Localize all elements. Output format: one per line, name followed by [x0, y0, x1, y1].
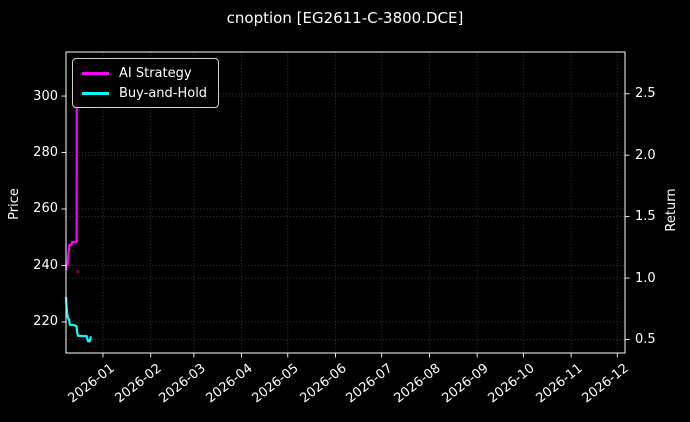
series-line-buy-and-hold: [64, 297, 92, 343]
legend-label: Buy-and-Hold: [119, 85, 208, 101]
legend-item-ai-strategy: AI Strategy: [82, 63, 207, 83]
chart-title: cnoption [EG2611-C-3800.DCE]: [226, 9, 464, 27]
plot-border: [65, 51, 626, 354]
ai-strategy-line-swatch: [82, 71, 109, 75]
legend-label: AI Strategy: [119, 65, 192, 81]
legend-item-buy-and-hold: Buy-and-Hold: [82, 83, 207, 103]
legend: AI Strategy Buy-and-Hold: [72, 58, 220, 108]
buy-and-hold-line-swatch: [82, 91, 109, 95]
trade-marker: [76, 269, 80, 274]
series-line-ai-strategy: [64, 66, 91, 271]
